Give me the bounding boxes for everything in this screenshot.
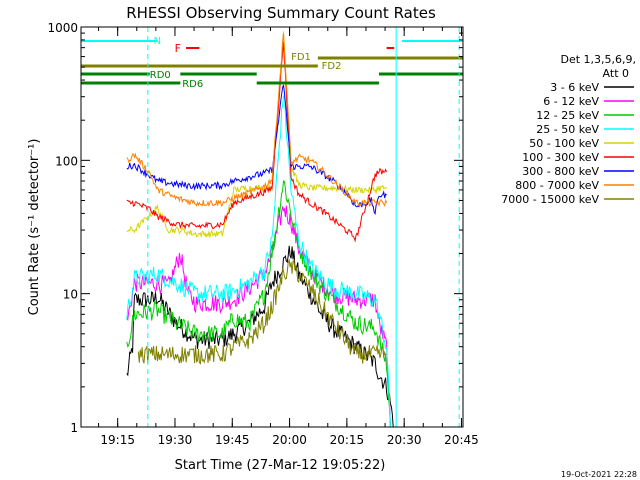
legend-label: 3 - 6 keV xyxy=(550,81,599,94)
x-tick-label: 19:45 xyxy=(215,433,250,447)
y-tick-label: 10 xyxy=(63,288,78,302)
footer-timestamp: 19-Oct-2021 22:28 xyxy=(561,470,637,479)
series-line xyxy=(126,93,391,427)
y-tick-label: 1000 xyxy=(47,21,78,35)
legend-label: 25 - 50 keV xyxy=(536,123,599,136)
x-tick-label: 20:45 xyxy=(444,433,479,447)
x-tick-label: 19:15 xyxy=(100,433,135,447)
flag-label-n: N xyxy=(154,36,161,47)
legend-label: 7000 - 15000 keV xyxy=(501,193,599,206)
series-line xyxy=(126,180,391,427)
x-tick-label: 20:15 xyxy=(330,433,365,447)
chart-title: RHESSI Observing Summary Count Rates xyxy=(126,4,436,22)
x-tick-label: 20:30 xyxy=(387,433,422,447)
flag-label-fd2: FD2 xyxy=(322,61,342,72)
series-line xyxy=(126,31,387,238)
legend-header-line-1: Det 1,3,5,6,9, xyxy=(560,53,636,66)
x-tick-label: 19:30 xyxy=(158,433,193,447)
legend-label: 50 - 100 keV xyxy=(529,137,599,150)
axis-layer: 19:15 19:30 19:45 20:00 20:15 20:30 20:45 1 10 10… xyxy=(47,21,478,447)
x-tick-label: 20:00 xyxy=(272,433,307,447)
y-axis-label: Count Rate (s⁻¹ detector⁻¹) xyxy=(27,139,42,316)
series-line xyxy=(126,205,391,427)
legend-header-line-2: Att 0 xyxy=(603,67,629,80)
x-axis-label: Start Time (27-Mar-12 19:05:22) xyxy=(175,458,386,473)
series-layer xyxy=(126,31,395,427)
legend-label: 300 - 800 keV xyxy=(522,165,599,178)
legend-label: 6 - 12 keV xyxy=(543,95,599,108)
series-line xyxy=(137,258,387,365)
legend-label: 100 - 300 keV xyxy=(522,151,599,164)
y-tick-label: 1 xyxy=(70,421,78,435)
legend-label: 800 - 7000 keV xyxy=(515,179,599,192)
legend-label: 12 - 25 keV xyxy=(536,109,599,122)
plot-frame xyxy=(80,26,464,428)
flag-label-rd6: RD6 xyxy=(182,79,203,90)
series-line xyxy=(126,42,388,243)
flag-label-rd0: RD0 xyxy=(150,70,171,81)
flag-label-f: F xyxy=(175,42,181,55)
annotation-layer: N F FD1 FD2 RD0 RD6 xyxy=(80,27,463,427)
y-tick-label: 100 xyxy=(55,154,78,168)
series-line xyxy=(126,33,388,208)
flag-label-fd1: FD1 xyxy=(291,52,311,63)
